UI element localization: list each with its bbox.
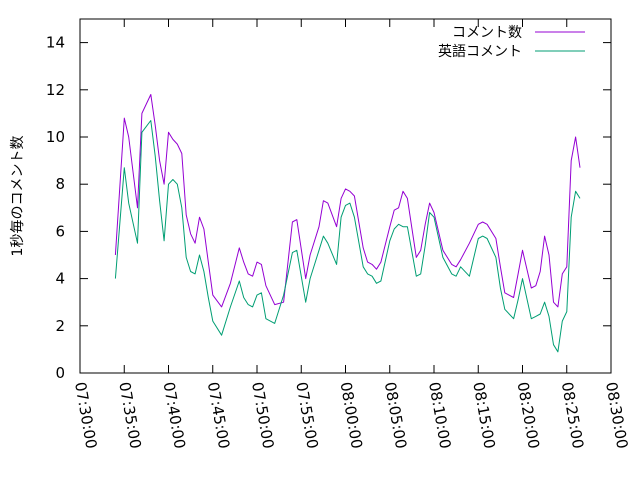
x-tick-label: 07:35:00 [115,381,144,450]
y-tick-label: 12 [46,81,65,99]
y-axis-label: 1秒毎のコメント数 [10,136,26,257]
x-tick-label: 08:00:00 [337,381,366,450]
legend-label: コメント数 [452,25,522,41]
x-tick-label: 07:50:00 [248,381,277,450]
y-tick-label: 0 [55,364,65,382]
x-tick-label: 07:55:00 [292,381,321,450]
x-tick-label: 08:05:00 [381,381,410,450]
x-tick-label: 07:40:00 [160,381,189,450]
x-tick-label: 08:10:00 [425,381,454,450]
legend-label: 英語コメント [438,43,522,60]
y-tick-label: 14 [46,34,65,52]
x-axis: 07:30:00 07:35:00 07:40:00 07:45:00 07:50:00… [71,19,631,450]
series-lines [114,94,581,353]
x-tick-label: 08:25:00 [558,381,587,450]
plot-frame [79,18,612,374]
y-tick-label: 4 [55,270,65,288]
y-tick-label: 8 [55,175,65,193]
x-tick-label: 08:30:00 [602,381,631,450]
x-tick-label: 07:30:00 [71,381,100,450]
y-tick-label: 10 [46,128,65,146]
y-tick-label: 2 [55,317,65,335]
x-tick-label: 08:20:00 [514,381,543,450]
y-axis: 0 2 4 6 8 10 12 14 [46,34,611,382]
y-tick-label: 6 [55,222,65,240]
series-line-1 [114,94,581,308]
x-tick-label: 07:45:00 [204,381,233,450]
series-line-2 [114,120,581,353]
x-tick-label: 08:15:00 [469,381,498,450]
